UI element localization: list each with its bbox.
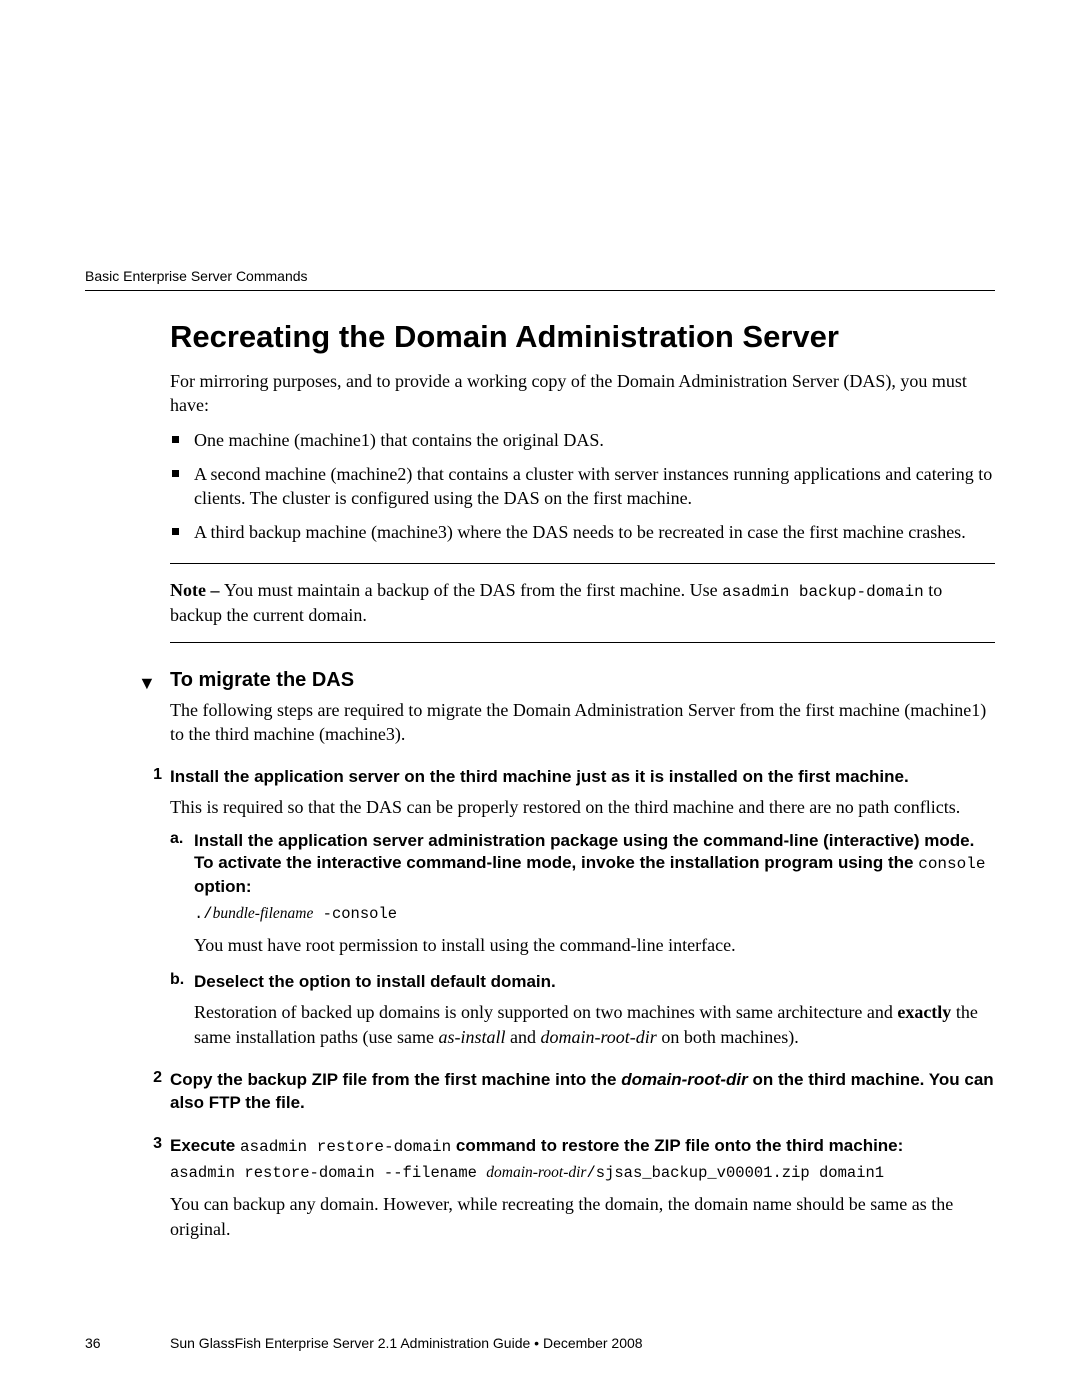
running-head: Basic Enterprise Server Commands xyxy=(85,268,995,284)
step-heading: Execute asadmin restore-domain command t… xyxy=(170,1135,995,1159)
code-variable: bundle-filename xyxy=(213,905,314,922)
section-title: Recreating the Domain Administration Ser… xyxy=(170,319,995,355)
list-item: A second machine (machine2) that contain… xyxy=(170,462,995,511)
inline-code: asadmin restore-domain xyxy=(240,1138,451,1156)
document-page: Basic Enterprise Server Commands Recreat… xyxy=(0,0,1080,1397)
substep-label: b. xyxy=(170,971,184,989)
text: option: xyxy=(194,877,252,896)
text: Restoration of backed up domains is only… xyxy=(194,1002,897,1022)
page-content: Recreating the Domain Administration Ser… xyxy=(170,319,995,1241)
note-box: Note – You must maintain a backup of the… xyxy=(170,563,995,643)
step-number: 2 xyxy=(140,1069,162,1087)
note-text: You must maintain a backup of the DAS fr… xyxy=(224,580,722,600)
page-number: 36 xyxy=(85,1335,170,1351)
intro-paragraph: For mirroring purposes, and to provide a… xyxy=(170,369,995,418)
requirements-list: One machine (machine1) that contains the… xyxy=(170,428,995,545)
bold-text: exactly xyxy=(897,1002,951,1022)
subsection: ▼ To migrate the DAS The following steps… xyxy=(170,669,995,1241)
list-item: One machine (machine1) that contains the… xyxy=(170,428,995,452)
substep-heading: Install the application server administr… xyxy=(194,830,995,899)
code-text: -console xyxy=(313,905,397,923)
text: Execute xyxy=(170,1136,240,1155)
step: 2 Copy the backup ZIP file from the firs… xyxy=(170,1069,995,1115)
header-rule xyxy=(85,290,995,291)
italic-text: as-install xyxy=(438,1027,505,1047)
subsection-intro: The following steps are required to migr… xyxy=(170,698,995,747)
italic-text: domain-root-dir xyxy=(621,1070,748,1089)
note-code: asadmin backup-domain xyxy=(722,583,924,601)
step: 3 Execute asadmin restore-domain command… xyxy=(170,1135,995,1241)
step-heading: Install the application server on the th… xyxy=(170,766,995,789)
step-heading: Copy the backup ZIP file from the first … xyxy=(170,1069,995,1115)
substep-body: You must have root permission to install… xyxy=(194,933,995,957)
text: Copy the backup ZIP file from the first … xyxy=(170,1070,621,1089)
step: 1 Install the application server on the … xyxy=(170,766,995,1049)
step-body: This is required so that the DAS can be … xyxy=(170,795,995,819)
substep-body: Restoration of backed up domains is only… xyxy=(194,1000,995,1049)
substep: b. Deselect the option to install defaul… xyxy=(194,971,995,1049)
subsection-title: To migrate the DAS xyxy=(170,669,995,692)
step-body: You can backup any domain. However, whil… xyxy=(170,1192,995,1241)
substep: a. Install the application server admini… xyxy=(194,830,995,958)
substep-heading: Deselect the option to install default d… xyxy=(194,971,995,994)
text: command to restore the ZIP file onto the… xyxy=(451,1136,903,1155)
footer-text: Sun GlassFish Enterprise Server 2.1 Admi… xyxy=(170,1335,995,1351)
code-text: ./ xyxy=(194,905,213,923)
code-line: asadmin restore-domain --filename domain… xyxy=(170,1164,995,1182)
step-number: 3 xyxy=(140,1135,162,1153)
steps-list: 1 Install the application server on the … xyxy=(170,766,995,1241)
code-variable: domain-root-dir xyxy=(486,1164,586,1181)
italic-text: domain-root-dir xyxy=(540,1027,656,1047)
page-footer: 36 Sun GlassFish Enterprise Server 2.1 A… xyxy=(85,1335,995,1351)
substeps: a. Install the application server admini… xyxy=(194,830,995,1049)
code-text: /sjsas_backup_v00001.zip domain1 xyxy=(586,1164,884,1182)
code-text: asadmin restore-domain --filename xyxy=(170,1164,486,1182)
inline-code: console xyxy=(918,855,985,873)
disclosure-triangle-icon: ▼ xyxy=(138,673,156,694)
step-number: 1 xyxy=(140,766,162,784)
note-prefix: Note – xyxy=(170,580,224,600)
code-line: ./bundle-filename -console xyxy=(194,905,995,923)
text: Install the application server administr… xyxy=(194,831,974,873)
text: and xyxy=(505,1027,540,1047)
list-item: A third backup machine (machine3) where … xyxy=(170,520,995,544)
substep-label: a. xyxy=(170,830,183,848)
text: on both machines). xyxy=(657,1027,799,1047)
